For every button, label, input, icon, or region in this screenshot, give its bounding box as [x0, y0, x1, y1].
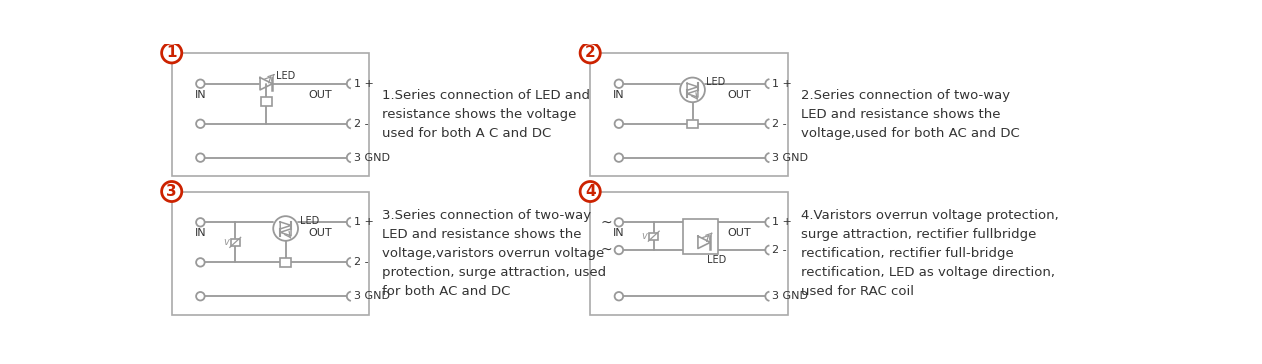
Text: LED: LED [299, 216, 319, 226]
Text: LED: LED [707, 255, 726, 265]
Circle shape [615, 79, 623, 88]
Circle shape [196, 258, 204, 266]
Text: 4.Varistors overrun voltage protection,
surge attraction, rectifier fullbridge
r: 4.Varistors overrun voltage protection, … [801, 209, 1059, 298]
Text: OUT: OUT [309, 228, 332, 238]
Text: 2 -: 2 - [772, 119, 787, 129]
Text: 2: 2 [584, 46, 596, 60]
Text: 3 GND: 3 GND [353, 153, 390, 163]
Bar [591, 53, 787, 176]
Circle shape [196, 292, 204, 300]
Bar [687, 119, 698, 128]
Circle shape [274, 216, 298, 241]
Circle shape [680, 78, 705, 102]
Circle shape [615, 153, 623, 162]
Bar [231, 239, 240, 246]
Text: 3 GND: 3 GND [772, 291, 809, 301]
Circle shape [196, 153, 204, 162]
Circle shape [615, 218, 623, 226]
Circle shape [615, 292, 623, 300]
Text: 1 +: 1 + [772, 79, 793, 89]
Circle shape [615, 119, 623, 128]
Text: IN: IN [194, 90, 206, 99]
Text: 1.Series connection of LED and
resistance shows the voltage
used for both A C an: 1.Series connection of LED and resistanc… [382, 89, 591, 140]
Text: 2 -: 2 - [353, 257, 369, 268]
Bar [261, 97, 271, 106]
Circle shape [162, 43, 182, 63]
Text: ~: ~ [601, 243, 612, 257]
Text: LED: LED [707, 77, 726, 87]
Text: 3 GND: 3 GND [772, 153, 809, 163]
Text: 1: 1 [167, 46, 177, 60]
Text: 4: 4 [584, 184, 596, 199]
Bar [172, 53, 370, 176]
Circle shape [196, 79, 204, 88]
Text: 2 -: 2 - [772, 245, 787, 255]
Text: v: v [223, 237, 228, 248]
Text: 1 +: 1 + [353, 217, 374, 228]
Text: 3: 3 [167, 184, 177, 199]
Text: 3.Series connection of two-way
LED and resistance shows the
voltage,varistors ov: 3.Series connection of two-way LED and r… [382, 209, 607, 298]
Text: OUT: OUT [309, 90, 332, 99]
Text: LED: LED [275, 71, 295, 81]
Text: IN: IN [613, 90, 625, 99]
Circle shape [196, 218, 204, 226]
Circle shape [581, 182, 601, 202]
Text: OUT: OUT [727, 228, 751, 238]
Text: v: v [641, 231, 647, 241]
Text: ~: ~ [601, 215, 612, 229]
Text: IN: IN [194, 228, 206, 238]
Circle shape [581, 43, 601, 63]
Circle shape [196, 119, 204, 128]
Circle shape [615, 246, 623, 254]
Bar [591, 191, 787, 315]
Bar [683, 219, 718, 253]
Bar [172, 191, 370, 315]
Circle shape [162, 182, 182, 202]
Text: 2 -: 2 - [353, 119, 369, 129]
Bar [280, 258, 292, 266]
Bar [649, 233, 659, 240]
Text: 1 +: 1 + [353, 79, 374, 89]
Text: 2.Series connection of two-way
LED and resistance shows the
voltage,used for bot: 2.Series connection of two-way LED and r… [801, 89, 1020, 140]
Text: OUT: OUT [727, 90, 751, 99]
Text: IN: IN [613, 228, 625, 238]
Text: 3 GND: 3 GND [353, 291, 390, 301]
Text: 1 +: 1 + [772, 217, 793, 228]
